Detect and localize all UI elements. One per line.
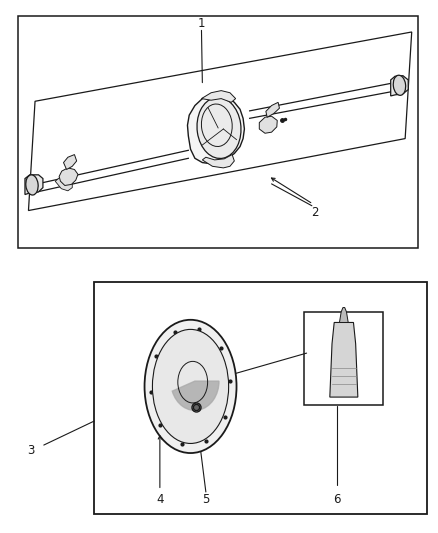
- Ellipse shape: [393, 75, 406, 95]
- Ellipse shape: [152, 329, 229, 443]
- Polygon shape: [55, 177, 72, 191]
- Polygon shape: [201, 91, 236, 102]
- Text: 4: 4: [156, 494, 164, 506]
- Polygon shape: [187, 93, 244, 164]
- Text: 2: 2: [311, 206, 319, 219]
- Polygon shape: [259, 116, 277, 133]
- Text: 3: 3: [27, 444, 34, 457]
- Polygon shape: [64, 155, 77, 169]
- Polygon shape: [59, 168, 78, 185]
- Polygon shape: [266, 102, 279, 117]
- Polygon shape: [330, 322, 358, 397]
- Ellipse shape: [197, 98, 241, 158]
- Polygon shape: [25, 175, 43, 195]
- Polygon shape: [339, 308, 348, 322]
- Wedge shape: [172, 381, 219, 410]
- Text: 5: 5: [202, 494, 209, 506]
- Ellipse shape: [145, 320, 237, 453]
- Text: 6: 6: [333, 494, 341, 506]
- Ellipse shape: [26, 175, 38, 195]
- Polygon shape: [391, 76, 408, 96]
- Polygon shape: [202, 155, 234, 168]
- Text: 1: 1: [198, 18, 205, 30]
